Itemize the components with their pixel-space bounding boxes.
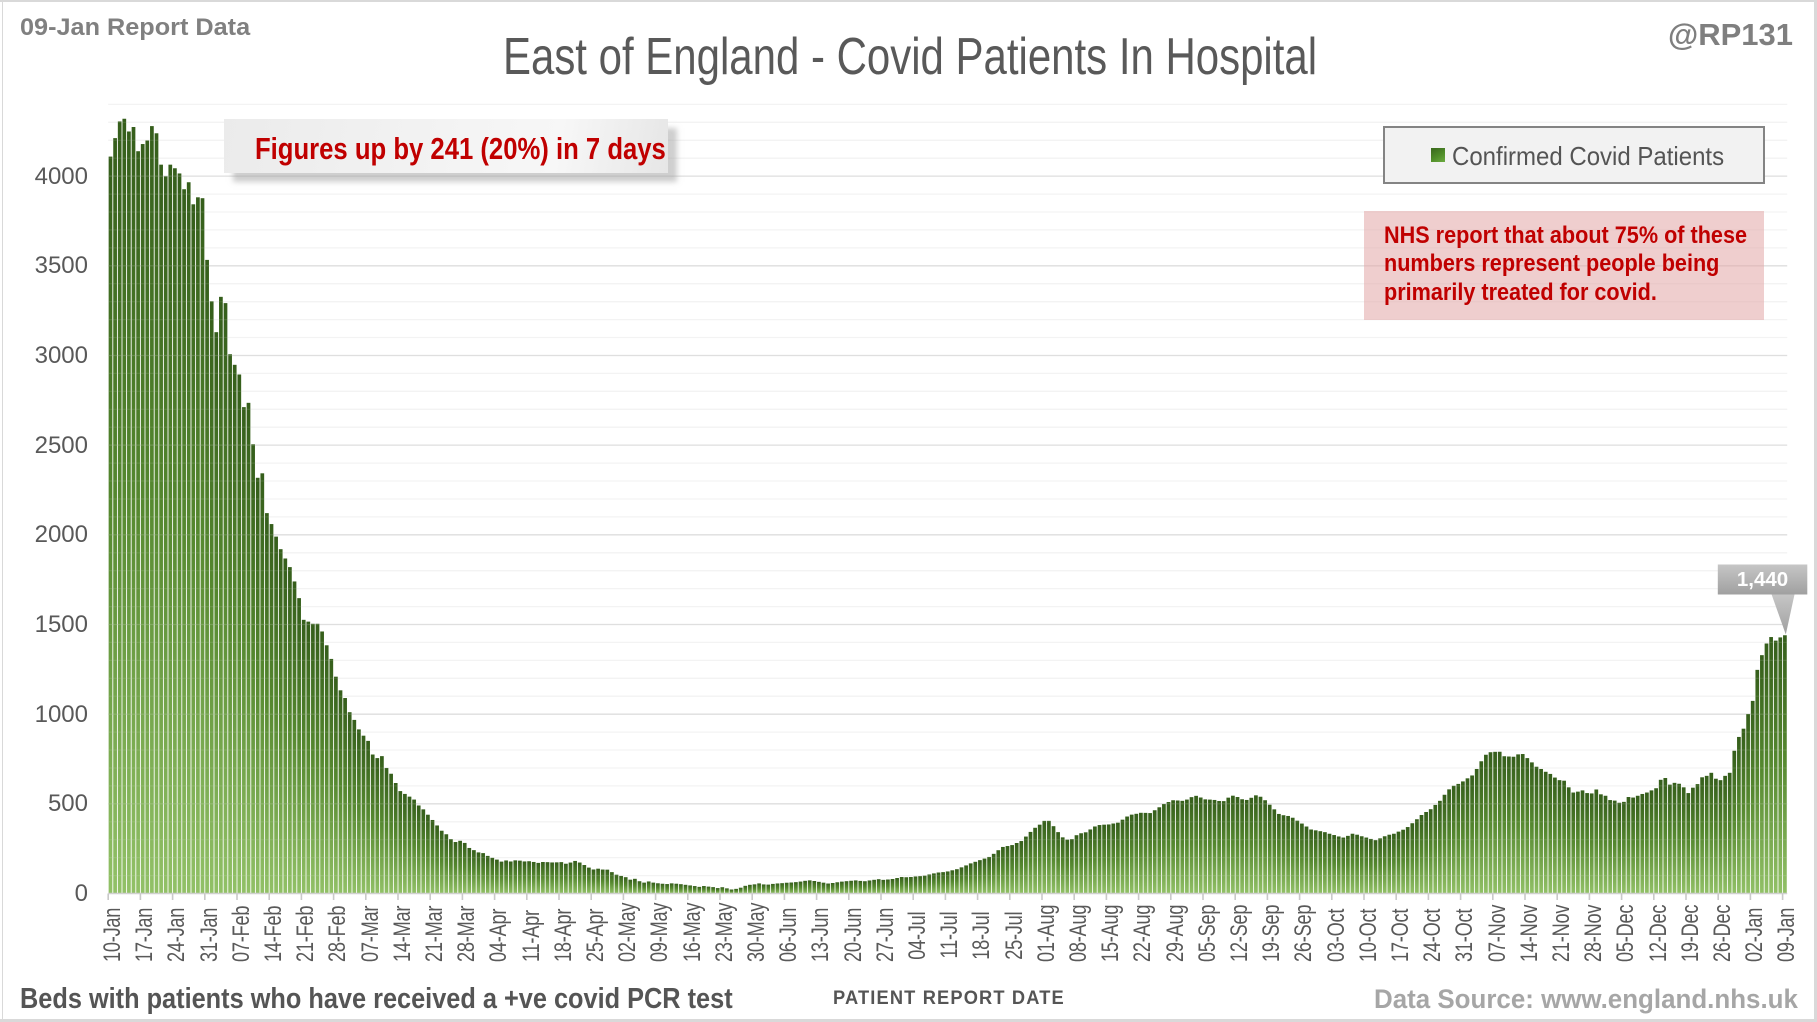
svg-text:1,440: 1,440: [1737, 568, 1788, 591]
